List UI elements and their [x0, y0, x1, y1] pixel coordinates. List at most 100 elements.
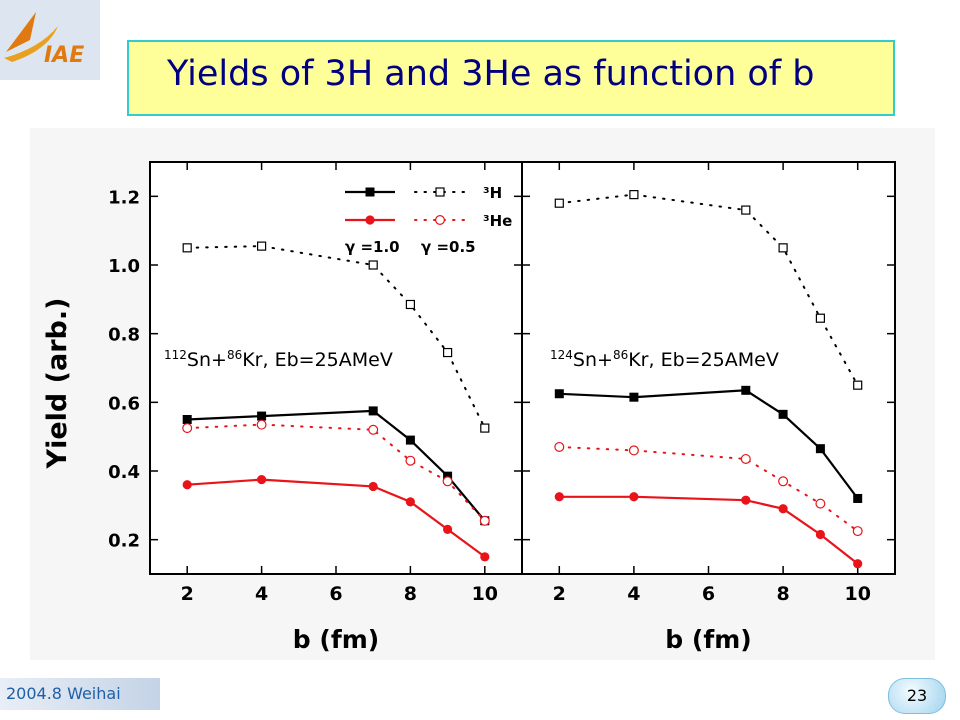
data-point [741, 385, 751, 395]
annotation-part: 124 [550, 348, 573, 362]
data-point [480, 552, 490, 562]
data-point [778, 476, 789, 487]
data-point [778, 243, 788, 253]
legend-entry-label: ³H [483, 184, 502, 202]
x-axis-label: b (fm) [665, 625, 751, 654]
data-point [554, 492, 564, 502]
page-title: Yields of 3H and 3He as function of b [167, 54, 815, 94]
page-number: 23 [906, 686, 928, 705]
y-tick-label: 0.8 [108, 325, 140, 346]
data-point [442, 476, 453, 487]
annotation-part: 86 [227, 348, 242, 362]
data-point [405, 455, 416, 466]
data-point [257, 411, 267, 421]
legend-entry-label: ³He [483, 212, 512, 230]
data-point [628, 445, 639, 456]
data-point [443, 524, 453, 534]
data-point [443, 471, 453, 481]
data-point [853, 380, 863, 390]
legend-marker [365, 187, 375, 197]
data-point [741, 205, 751, 215]
annotation-part: , Eb=25AMeV [263, 349, 393, 371]
reaction-annotation: 112Sn+86Kr, Eb=25AMeV [164, 348, 393, 371]
y-tick-label: 0.2 [108, 531, 140, 552]
data-point [554, 198, 564, 208]
x-tick-label: 6 [702, 583, 715, 605]
footer-label: 2004.8 Weihai [6, 684, 121, 703]
y-tick-label: 1.0 [108, 256, 140, 277]
data-point [256, 419, 267, 430]
series-line [187, 478, 486, 558]
data-point [852, 526, 863, 537]
series-line [559, 389, 859, 500]
data-point [815, 529, 826, 540]
legend-gamma-label: γ =0.5 [421, 238, 476, 256]
data-point [257, 474, 267, 485]
data-point [554, 441, 565, 452]
iae-logo: IAE [0, 0, 100, 80]
legend-marker [365, 215, 375, 225]
x-tick-label: 4 [255, 583, 268, 605]
data-point [405, 435, 415, 445]
series-line [558, 193, 859, 387]
x-tick-label: 2 [181, 583, 194, 605]
data-point [778, 409, 788, 419]
footer-band [0, 678, 160, 710]
data-point [815, 313, 826, 323]
data-point [368, 406, 378, 416]
legend-marker [435, 215, 446, 226]
data-point [554, 389, 564, 399]
series-line [559, 495, 859, 565]
data-point [741, 495, 751, 505]
x-tick-label: 6 [329, 583, 342, 605]
annotation-part: Kr [242, 349, 262, 371]
data-point [740, 453, 751, 464]
y-axis-label: Yield (arb.) [42, 298, 73, 470]
data-point [182, 243, 192, 253]
x-tick-label: 10 [472, 583, 498, 605]
logo-text: IAE [44, 43, 84, 68]
data-point [182, 415, 192, 424]
data-point [405, 299, 415, 310]
data-point [815, 444, 825, 454]
annotation-part: Sn+ [573, 349, 613, 371]
data-point [368, 424, 379, 435]
data-point [853, 559, 863, 569]
page-number-badge: 23 [888, 678, 946, 714]
y-tick-label: 0.4 [108, 462, 140, 483]
x-tick-label: 8 [776, 583, 789, 605]
data-point [629, 392, 639, 402]
x-axis-label: b (fm) [293, 625, 379, 654]
series-line [187, 409, 486, 522]
data-point [480, 423, 490, 433]
series-line [558, 446, 859, 533]
x-tick-label: 8 [404, 583, 417, 605]
data-point [368, 260, 378, 270]
data-point [778, 504, 788, 514]
data-point [853, 493, 863, 503]
title-box: Yields of 3H and 3He as function of b [127, 40, 895, 116]
data-point [815, 498, 826, 509]
annotation-part: 112 [164, 348, 187, 362]
data-point [405, 497, 415, 507]
data-point [182, 480, 192, 490]
legend-marker [435, 187, 445, 197]
data-point [629, 190, 639, 200]
logo-emblem-icon: IAE [4, 12, 84, 68]
annotation-part: Kr [628, 349, 648, 371]
data-point [368, 481, 378, 492]
annotation-part: 86 [613, 348, 628, 362]
data-point [479, 515, 490, 526]
x-tick-label: 2 [553, 583, 566, 605]
data-point [443, 347, 453, 358]
series-line [186, 423, 486, 522]
x-tick-label: 4 [627, 583, 640, 605]
x-tick-label: 10 [844, 583, 870, 605]
panel-frame-2 [521, 161, 896, 575]
data-point [182, 423, 193, 434]
annotation-part: , Eb=25AMeV [649, 349, 779, 371]
y-tick-label: 0.6 [108, 393, 140, 414]
data-point [629, 492, 639, 502]
data-point [257, 241, 267, 251]
